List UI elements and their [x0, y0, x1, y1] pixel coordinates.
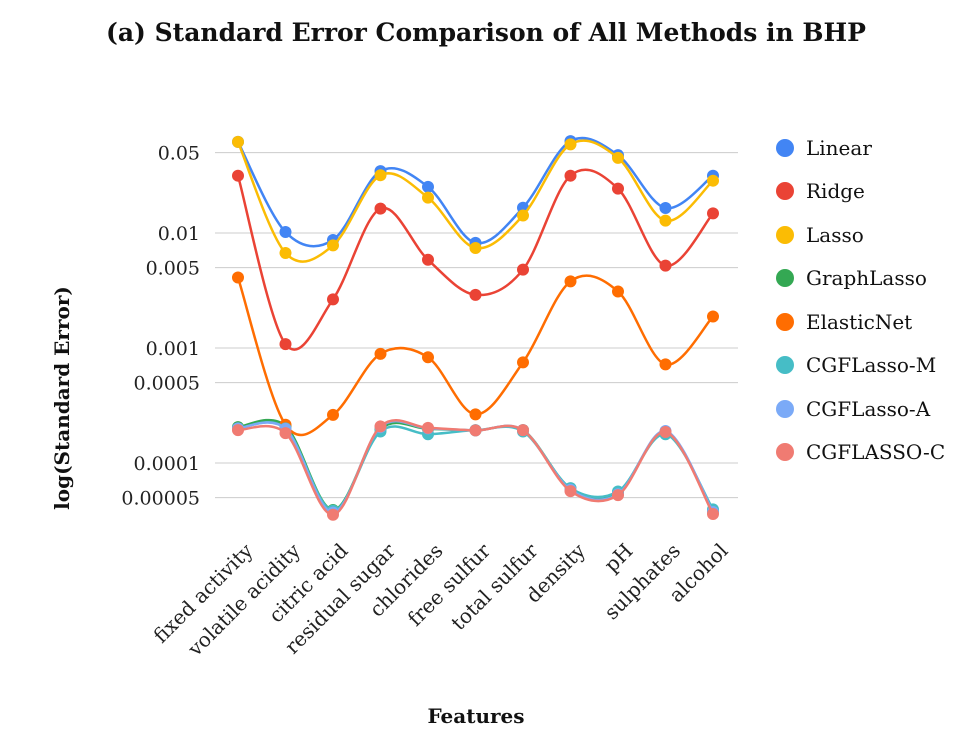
point-ridge [232, 169, 244, 182]
point-ridge [564, 169, 577, 182]
point-elasticnet [707, 310, 719, 323]
legend-label: ElasticNet [806, 309, 913, 334]
legend-label: CGFLasso-A [806, 396, 931, 421]
legend-item-lasso: Lasso [776, 213, 945, 257]
point-cgflasso-c [659, 426, 672, 439]
point-cgflasso-c [612, 489, 624, 502]
legend-item-ridge: Ridge [776, 170, 945, 214]
point-ridge [374, 202, 387, 215]
legend-marker [776, 182, 794, 201]
point-cgflasso-c [327, 508, 339, 521]
point-elasticnet [659, 358, 672, 371]
point-lasso [232, 135, 244, 148]
legend-label: GraphLasso [806, 266, 927, 291]
point-lasso [707, 174, 719, 187]
x-axis-label: Features [427, 704, 525, 728]
point-elasticnet [612, 285, 624, 298]
line-ridge [236, 168, 714, 351]
legend-item-cgflasso-m: CGFLasso-M [776, 344, 945, 388]
point-lasso [564, 138, 577, 151]
legend-marker [776, 356, 794, 375]
y-tick-label: 0.0001 [134, 453, 200, 475]
legend-label: Ridge [806, 179, 865, 204]
point-linear [422, 180, 434, 193]
legend-item-graphlasso: GraphLasso [776, 257, 945, 301]
point-elasticnet [374, 347, 387, 360]
point-ridge [279, 338, 292, 351]
legend-marker [776, 269, 794, 288]
point-ridge [327, 293, 339, 306]
point-cgflasso-c [422, 421, 434, 434]
point-ridge [612, 182, 624, 195]
x-tick-label: pH [599, 539, 637, 577]
legend: Linear Ridge Lasso GraphLasso ElasticNet CGFL… [776, 126, 945, 474]
legend-marker [776, 138, 794, 157]
legend-label: CGFLASSO-C [806, 440, 946, 465]
point-ridge [659, 259, 672, 272]
legend-item-cgflasso-c: CGFLASSO-C [776, 431, 945, 475]
point-ridge [422, 253, 434, 266]
legend-item-elasticnet: ElasticNet [776, 300, 945, 344]
y-tick-labels: 0.05 0.01 0.005 0.001 0.0005 0.0001 0.00005 [121, 143, 200, 510]
y-tick-label: 0.00005 [121, 488, 200, 510]
y-tick-label: 0.0005 [134, 373, 200, 395]
point-cgflasso-c [564, 485, 577, 498]
point-cgflasso-c [279, 427, 292, 440]
point-elasticnet [422, 351, 434, 364]
legend-item-linear: Linear [776, 126, 945, 170]
point-linear [659, 201, 672, 214]
point-elasticnet [517, 356, 529, 369]
point-cgflasso-c [707, 508, 719, 521]
series-ridge [232, 168, 719, 351]
y-tick-label: 0.05 [158, 143, 200, 165]
y-tick-label: 0.005 [146, 258, 200, 280]
point-lasso [422, 191, 434, 204]
legend-label: Linear [806, 135, 872, 160]
series-lines [232, 135, 719, 521]
point-cgflasso-c [517, 424, 529, 437]
legend-item-cgflasso-a: CGFLasso-A [776, 387, 945, 431]
point-cgflasso-c [469, 424, 482, 437]
legend-marker [776, 312, 794, 331]
legend-marker [776, 443, 794, 462]
legend-marker [776, 225, 794, 244]
point-ridge [517, 263, 529, 276]
y-tick-label: 0.001 [146, 338, 200, 360]
point-lasso [659, 214, 672, 227]
point-elasticnet [469, 408, 482, 421]
point-ridge [469, 288, 482, 301]
series-lasso [232, 135, 719, 263]
chart-title: (a) Standard Error Comparison of All Met… [106, 18, 866, 47]
point-cgflasso-c [232, 424, 244, 437]
legend-label: Lasso [806, 222, 864, 247]
point-cgflasso-c [374, 420, 387, 433]
point-lasso [517, 209, 529, 222]
point-elasticnet [327, 408, 339, 421]
series-cgflasso-c [232, 419, 719, 521]
point-lasso [469, 242, 482, 255]
point-ridge [707, 207, 719, 220]
point-elasticnet [564, 275, 577, 288]
point-lasso [279, 247, 292, 260]
legend-marker [776, 399, 794, 418]
legend-label: CGFLasso-M [806, 353, 937, 378]
point-lasso [327, 239, 339, 252]
y-tick-label: 0.01 [158, 223, 200, 245]
point-linear [279, 226, 292, 239]
point-lasso [374, 169, 387, 182]
point-elasticnet [232, 271, 244, 284]
point-lasso [612, 151, 624, 164]
